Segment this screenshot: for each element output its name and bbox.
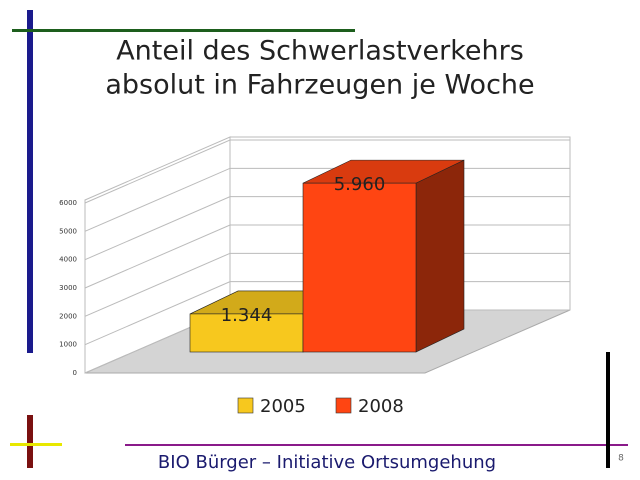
legend-label: 2005 [260, 396, 306, 417]
y-tick-label: 3000 [59, 284, 77, 292]
y-tick-label: 4000 [59, 256, 77, 264]
footer: BIO Bürger – Initiative Ortsumgehung [158, 452, 496, 473]
legend-label: 2008 [358, 396, 404, 417]
deco-bar [606, 352, 610, 468]
grid-line [84, 139, 570, 204]
legend-swatch [237, 397, 254, 414]
bar [302, 182, 417, 353]
deco-bar [12, 29, 355, 32]
chart: 0 1000 2000 3000 4000 5000 6000 1.344 5.960 [59, 136, 571, 377]
page-number: 8 [618, 454, 624, 464]
y-tick-label: 6000 [59, 199, 77, 207]
y-tick-label: 5000 [59, 227, 77, 235]
deco-bar [27, 10, 33, 353]
legend-swatch [335, 397, 352, 414]
title: absolut in Fahrzeugen je Woche [105, 70, 534, 101]
y-tick-label: 0 [73, 369, 77, 377]
deco-bar [10, 443, 62, 446]
data-label: 5.960 [334, 174, 386, 195]
bar [189, 313, 304, 353]
deco-bar [27, 415, 33, 468]
data-label: 1.344 [221, 305, 273, 326]
title: Anteil des Schwerlastverkehrs [116, 36, 524, 67]
y-tick-label: 2000 [59, 312, 77, 320]
deco-bar [125, 444, 628, 446]
y-tick-label: 1000 [59, 341, 77, 349]
bar-side [415, 159, 465, 353]
